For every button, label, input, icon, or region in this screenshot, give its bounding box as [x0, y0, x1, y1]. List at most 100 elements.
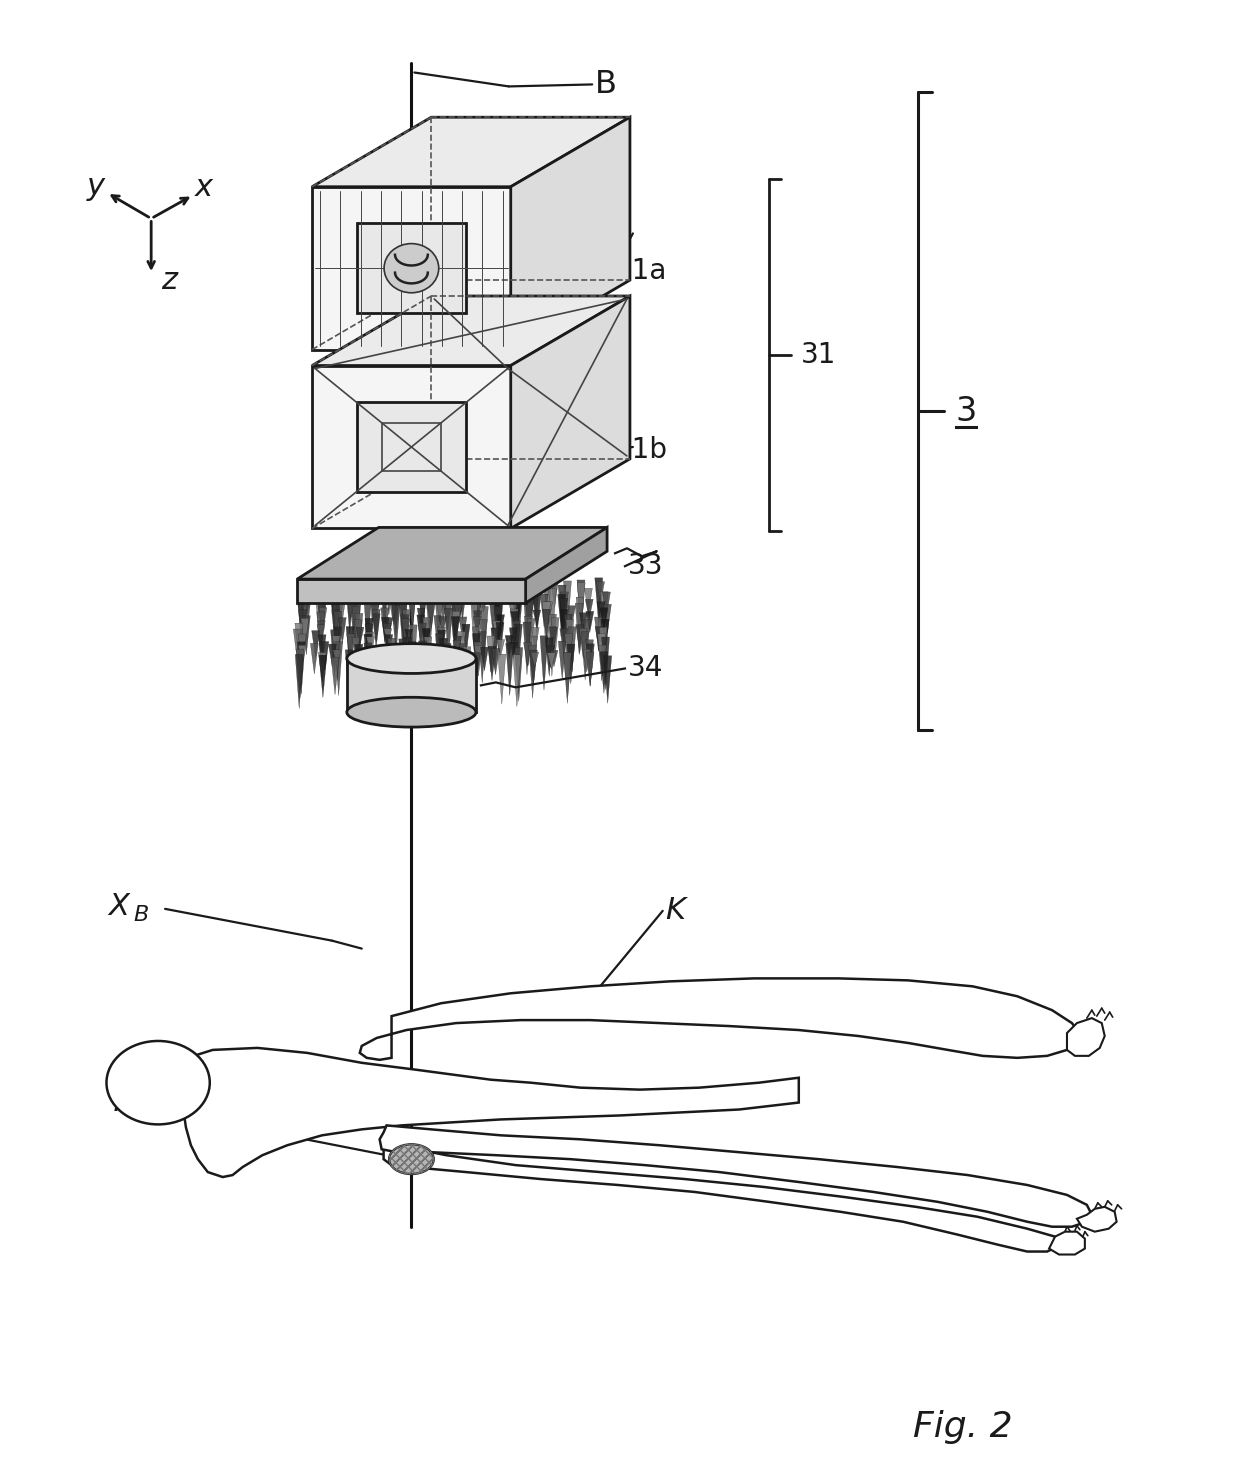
Ellipse shape	[347, 644, 476, 673]
Polygon shape	[454, 636, 461, 656]
Polygon shape	[480, 607, 489, 659]
Polygon shape	[312, 186, 511, 349]
Polygon shape	[474, 616, 481, 636]
Polygon shape	[531, 628, 539, 651]
Polygon shape	[600, 651, 608, 694]
Polygon shape	[439, 638, 448, 691]
Polygon shape	[334, 626, 342, 681]
Polygon shape	[345, 650, 353, 702]
Polygon shape	[527, 619, 534, 644]
Polygon shape	[587, 653, 594, 687]
Polygon shape	[363, 642, 372, 690]
Polygon shape	[596, 582, 605, 604]
Polygon shape	[510, 642, 517, 659]
Polygon shape	[372, 599, 379, 619]
Polygon shape	[458, 632, 465, 672]
Polygon shape	[296, 650, 304, 699]
Polygon shape	[347, 633, 355, 666]
Polygon shape	[352, 638, 360, 660]
Polygon shape	[575, 604, 583, 654]
Polygon shape	[372, 614, 381, 648]
Polygon shape	[317, 607, 326, 625]
Text: Fig. 2: Fig. 2	[913, 1410, 1013, 1444]
Polygon shape	[600, 592, 608, 635]
Polygon shape	[435, 633, 443, 682]
Polygon shape	[311, 630, 320, 659]
Polygon shape	[320, 585, 327, 622]
Polygon shape	[512, 591, 521, 633]
Polygon shape	[579, 629, 588, 659]
Polygon shape	[418, 593, 427, 622]
Polygon shape	[347, 591, 355, 617]
Polygon shape	[525, 602, 532, 654]
Polygon shape	[463, 625, 470, 654]
Ellipse shape	[107, 1040, 210, 1125]
Polygon shape	[533, 610, 541, 626]
Polygon shape	[491, 648, 500, 675]
Polygon shape	[510, 608, 518, 650]
Polygon shape	[175, 1048, 799, 1177]
Polygon shape	[381, 608, 388, 642]
Polygon shape	[419, 586, 427, 638]
Polygon shape	[1076, 1206, 1117, 1231]
Text: 34: 34	[627, 654, 663, 682]
Polygon shape	[490, 599, 497, 635]
Polygon shape	[301, 619, 309, 648]
Polygon shape	[389, 599, 397, 622]
Polygon shape	[565, 620, 574, 670]
Polygon shape	[544, 602, 553, 625]
Polygon shape	[542, 610, 551, 638]
Polygon shape	[515, 648, 523, 702]
Polygon shape	[388, 638, 396, 678]
Polygon shape	[497, 639, 505, 656]
Polygon shape	[472, 633, 480, 672]
Polygon shape	[321, 641, 329, 670]
Polygon shape	[348, 595, 357, 614]
Polygon shape	[312, 366, 511, 528]
Polygon shape	[494, 607, 502, 644]
Polygon shape	[332, 602, 340, 650]
Polygon shape	[444, 608, 453, 659]
Polygon shape	[381, 617, 389, 641]
Polygon shape	[577, 596, 584, 645]
Polygon shape	[496, 623, 503, 659]
Polygon shape	[407, 653, 414, 691]
Polygon shape	[543, 586, 552, 616]
Polygon shape	[368, 588, 377, 623]
Polygon shape	[445, 650, 453, 690]
Polygon shape	[384, 582, 393, 616]
Ellipse shape	[384, 244, 439, 293]
Polygon shape	[443, 585, 451, 601]
Polygon shape	[525, 616, 532, 666]
Polygon shape	[420, 580, 428, 610]
Text: 33: 33	[627, 552, 663, 580]
Polygon shape	[346, 626, 355, 673]
Polygon shape	[299, 610, 306, 650]
Polygon shape	[547, 645, 554, 667]
Polygon shape	[398, 601, 407, 616]
Polygon shape	[453, 641, 461, 665]
Polygon shape	[329, 588, 337, 614]
Polygon shape	[481, 647, 489, 670]
Polygon shape	[367, 636, 374, 662]
Polygon shape	[454, 577, 463, 608]
Polygon shape	[601, 619, 609, 657]
Polygon shape	[317, 620, 325, 636]
Polygon shape	[381, 579, 388, 633]
Polygon shape	[317, 625, 325, 645]
Polygon shape	[598, 602, 605, 629]
Polygon shape	[365, 625, 373, 678]
Text: K: K	[665, 897, 684, 925]
Polygon shape	[459, 589, 466, 620]
Polygon shape	[294, 629, 301, 662]
Polygon shape	[337, 598, 346, 626]
Polygon shape	[563, 653, 572, 703]
Polygon shape	[512, 592, 521, 628]
Polygon shape	[403, 610, 410, 647]
Polygon shape	[319, 656, 327, 697]
Polygon shape	[355, 620, 362, 665]
Ellipse shape	[347, 697, 476, 727]
Polygon shape	[594, 617, 603, 651]
Polygon shape	[577, 583, 585, 632]
Polygon shape	[595, 626, 603, 650]
